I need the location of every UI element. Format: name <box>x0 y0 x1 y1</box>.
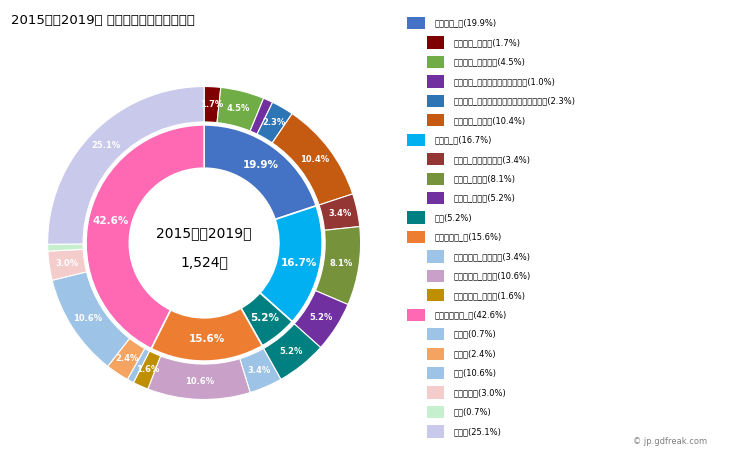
Bar <box>426 153 444 165</box>
Text: 10.6%: 10.6% <box>184 377 214 386</box>
Text: 19.9%: 19.9% <box>243 160 278 170</box>
Text: その他の死因_計(42.6%): その他の死因_計(42.6%) <box>434 310 507 319</box>
Text: 老衰(10.6%): 老衰(10.6%) <box>454 369 497 378</box>
Bar <box>426 406 444 418</box>
Text: 肝疾患(0.7%): 肝疾患(0.7%) <box>454 330 496 339</box>
Wedge shape <box>260 206 322 322</box>
Wedge shape <box>316 226 361 305</box>
Text: 16.7%: 16.7% <box>281 257 316 268</box>
Text: 3.4%: 3.4% <box>247 366 270 375</box>
Text: 5.2%: 5.2% <box>279 347 303 356</box>
Text: 8.1%: 8.1% <box>330 259 353 268</box>
Wedge shape <box>47 86 204 244</box>
Bar <box>408 212 425 224</box>
Text: 1.7%: 1.7% <box>200 100 223 109</box>
Text: 心疾患_心不全(8.1%): 心疾患_心不全(8.1%) <box>454 174 516 183</box>
Text: 2.3%: 2.3% <box>262 118 285 127</box>
Wedge shape <box>86 125 204 349</box>
Bar <box>426 172 444 185</box>
Text: 悪性腫瘍_その他(10.4%): 悪性腫瘍_その他(10.4%) <box>454 116 526 125</box>
Bar <box>426 56 444 68</box>
Wedge shape <box>250 98 273 134</box>
Bar <box>426 114 444 126</box>
Wedge shape <box>47 244 83 251</box>
Wedge shape <box>204 86 221 123</box>
Text: 心疾患_急性心筋梗塞(3.4%): 心疾患_急性心筋梗塞(3.4%) <box>454 155 531 164</box>
Text: 5.2%: 5.2% <box>250 313 279 323</box>
Wedge shape <box>133 351 160 389</box>
Bar <box>426 192 444 204</box>
Text: 悪性腫瘍_胃がん(1.7%): 悪性腫瘍_胃がん(1.7%) <box>454 38 521 47</box>
Wedge shape <box>257 102 292 143</box>
Text: 悪性腫瘍_気管がん・気管支がん・肺がん(2.3%): 悪性腫瘍_気管がん・気管支がん・肺がん(2.3%) <box>454 96 576 105</box>
Text: 脳血管疾患_脳梗塞(10.6%): 脳血管疾患_脳梗塞(10.6%) <box>454 271 531 280</box>
Wedge shape <box>263 324 321 379</box>
Text: 不慮の事故(3.0%): 不慮の事故(3.0%) <box>454 388 507 397</box>
Text: 脳血管疾患_脳内出血(3.4%): 脳血管疾患_脳内出血(3.4%) <box>454 252 531 261</box>
Bar <box>426 387 444 399</box>
Text: © jp.gdfreak.com: © jp.gdfreak.com <box>633 436 707 446</box>
Text: 心疾患_その他(5.2%): 心疾患_その他(5.2%) <box>454 194 515 202</box>
Text: 腎不全(2.4%): 腎不全(2.4%) <box>454 349 496 358</box>
Text: 4.5%: 4.5% <box>227 104 250 113</box>
Text: 1,524人: 1,524人 <box>180 256 228 270</box>
Wedge shape <box>272 114 353 205</box>
Wedge shape <box>48 249 87 280</box>
Bar <box>426 425 444 437</box>
Wedge shape <box>108 338 145 379</box>
Text: 10.4%: 10.4% <box>300 155 330 164</box>
Bar <box>408 17 425 29</box>
Text: 10.6%: 10.6% <box>73 314 102 323</box>
Text: 悪性腫瘍_肝がん・肝内胆管がん(1.0%): 悪性腫瘍_肝がん・肝内胆管がん(1.0%) <box>454 77 555 86</box>
Wedge shape <box>319 194 359 230</box>
Text: 15.6%: 15.6% <box>188 334 225 344</box>
Bar <box>426 36 444 49</box>
Wedge shape <box>241 293 292 346</box>
Text: 5.2%: 5.2% <box>309 313 333 322</box>
Text: 脳血管疾患_その他(1.6%): 脳血管疾患_その他(1.6%) <box>454 291 526 300</box>
Text: 肺炎(5.2%): 肺炎(5.2%) <box>434 213 472 222</box>
Bar <box>426 328 444 340</box>
Wedge shape <box>217 87 264 131</box>
Text: 脳血管疾患_計(15.6%): 脳血管疾患_計(15.6%) <box>434 233 502 242</box>
Bar <box>408 309 425 321</box>
Text: 2015年～2019年 新城市の女性の死因構成: 2015年～2019年 新城市の女性の死因構成 <box>11 14 195 27</box>
Text: 42.6%: 42.6% <box>92 216 128 226</box>
Text: 悪性腫瘍_計(19.9%): 悪性腫瘍_計(19.9%) <box>434 18 496 27</box>
Text: 3.4%: 3.4% <box>328 209 351 218</box>
Text: 2015年～2019年: 2015年～2019年 <box>156 226 252 240</box>
Wedge shape <box>151 308 262 361</box>
Bar <box>426 270 444 282</box>
Bar <box>426 250 444 262</box>
Bar <box>426 347 444 360</box>
Text: 25.1%: 25.1% <box>91 141 120 150</box>
Wedge shape <box>204 125 316 220</box>
Wedge shape <box>240 348 281 392</box>
Wedge shape <box>148 356 250 400</box>
Wedge shape <box>52 272 130 366</box>
Bar <box>426 367 444 379</box>
Bar <box>426 289 444 302</box>
Bar <box>408 134 425 146</box>
Text: 1.6%: 1.6% <box>136 365 160 374</box>
Wedge shape <box>295 291 348 347</box>
Text: 自殺(0.7%): 自殺(0.7%) <box>454 407 491 416</box>
Bar <box>408 231 425 243</box>
Bar <box>426 75 444 88</box>
Text: 3.0%: 3.0% <box>55 259 79 268</box>
Text: その他(25.1%): その他(25.1%) <box>454 427 502 436</box>
Text: 2.4%: 2.4% <box>115 354 139 363</box>
Text: 悪性腫瘍_大腸がん(4.5%): 悪性腫瘍_大腸がん(4.5%) <box>454 58 526 67</box>
Text: 心疾患_計(16.7%): 心疾患_計(16.7%) <box>434 135 492 144</box>
Bar <box>426 95 444 107</box>
Wedge shape <box>128 348 149 382</box>
